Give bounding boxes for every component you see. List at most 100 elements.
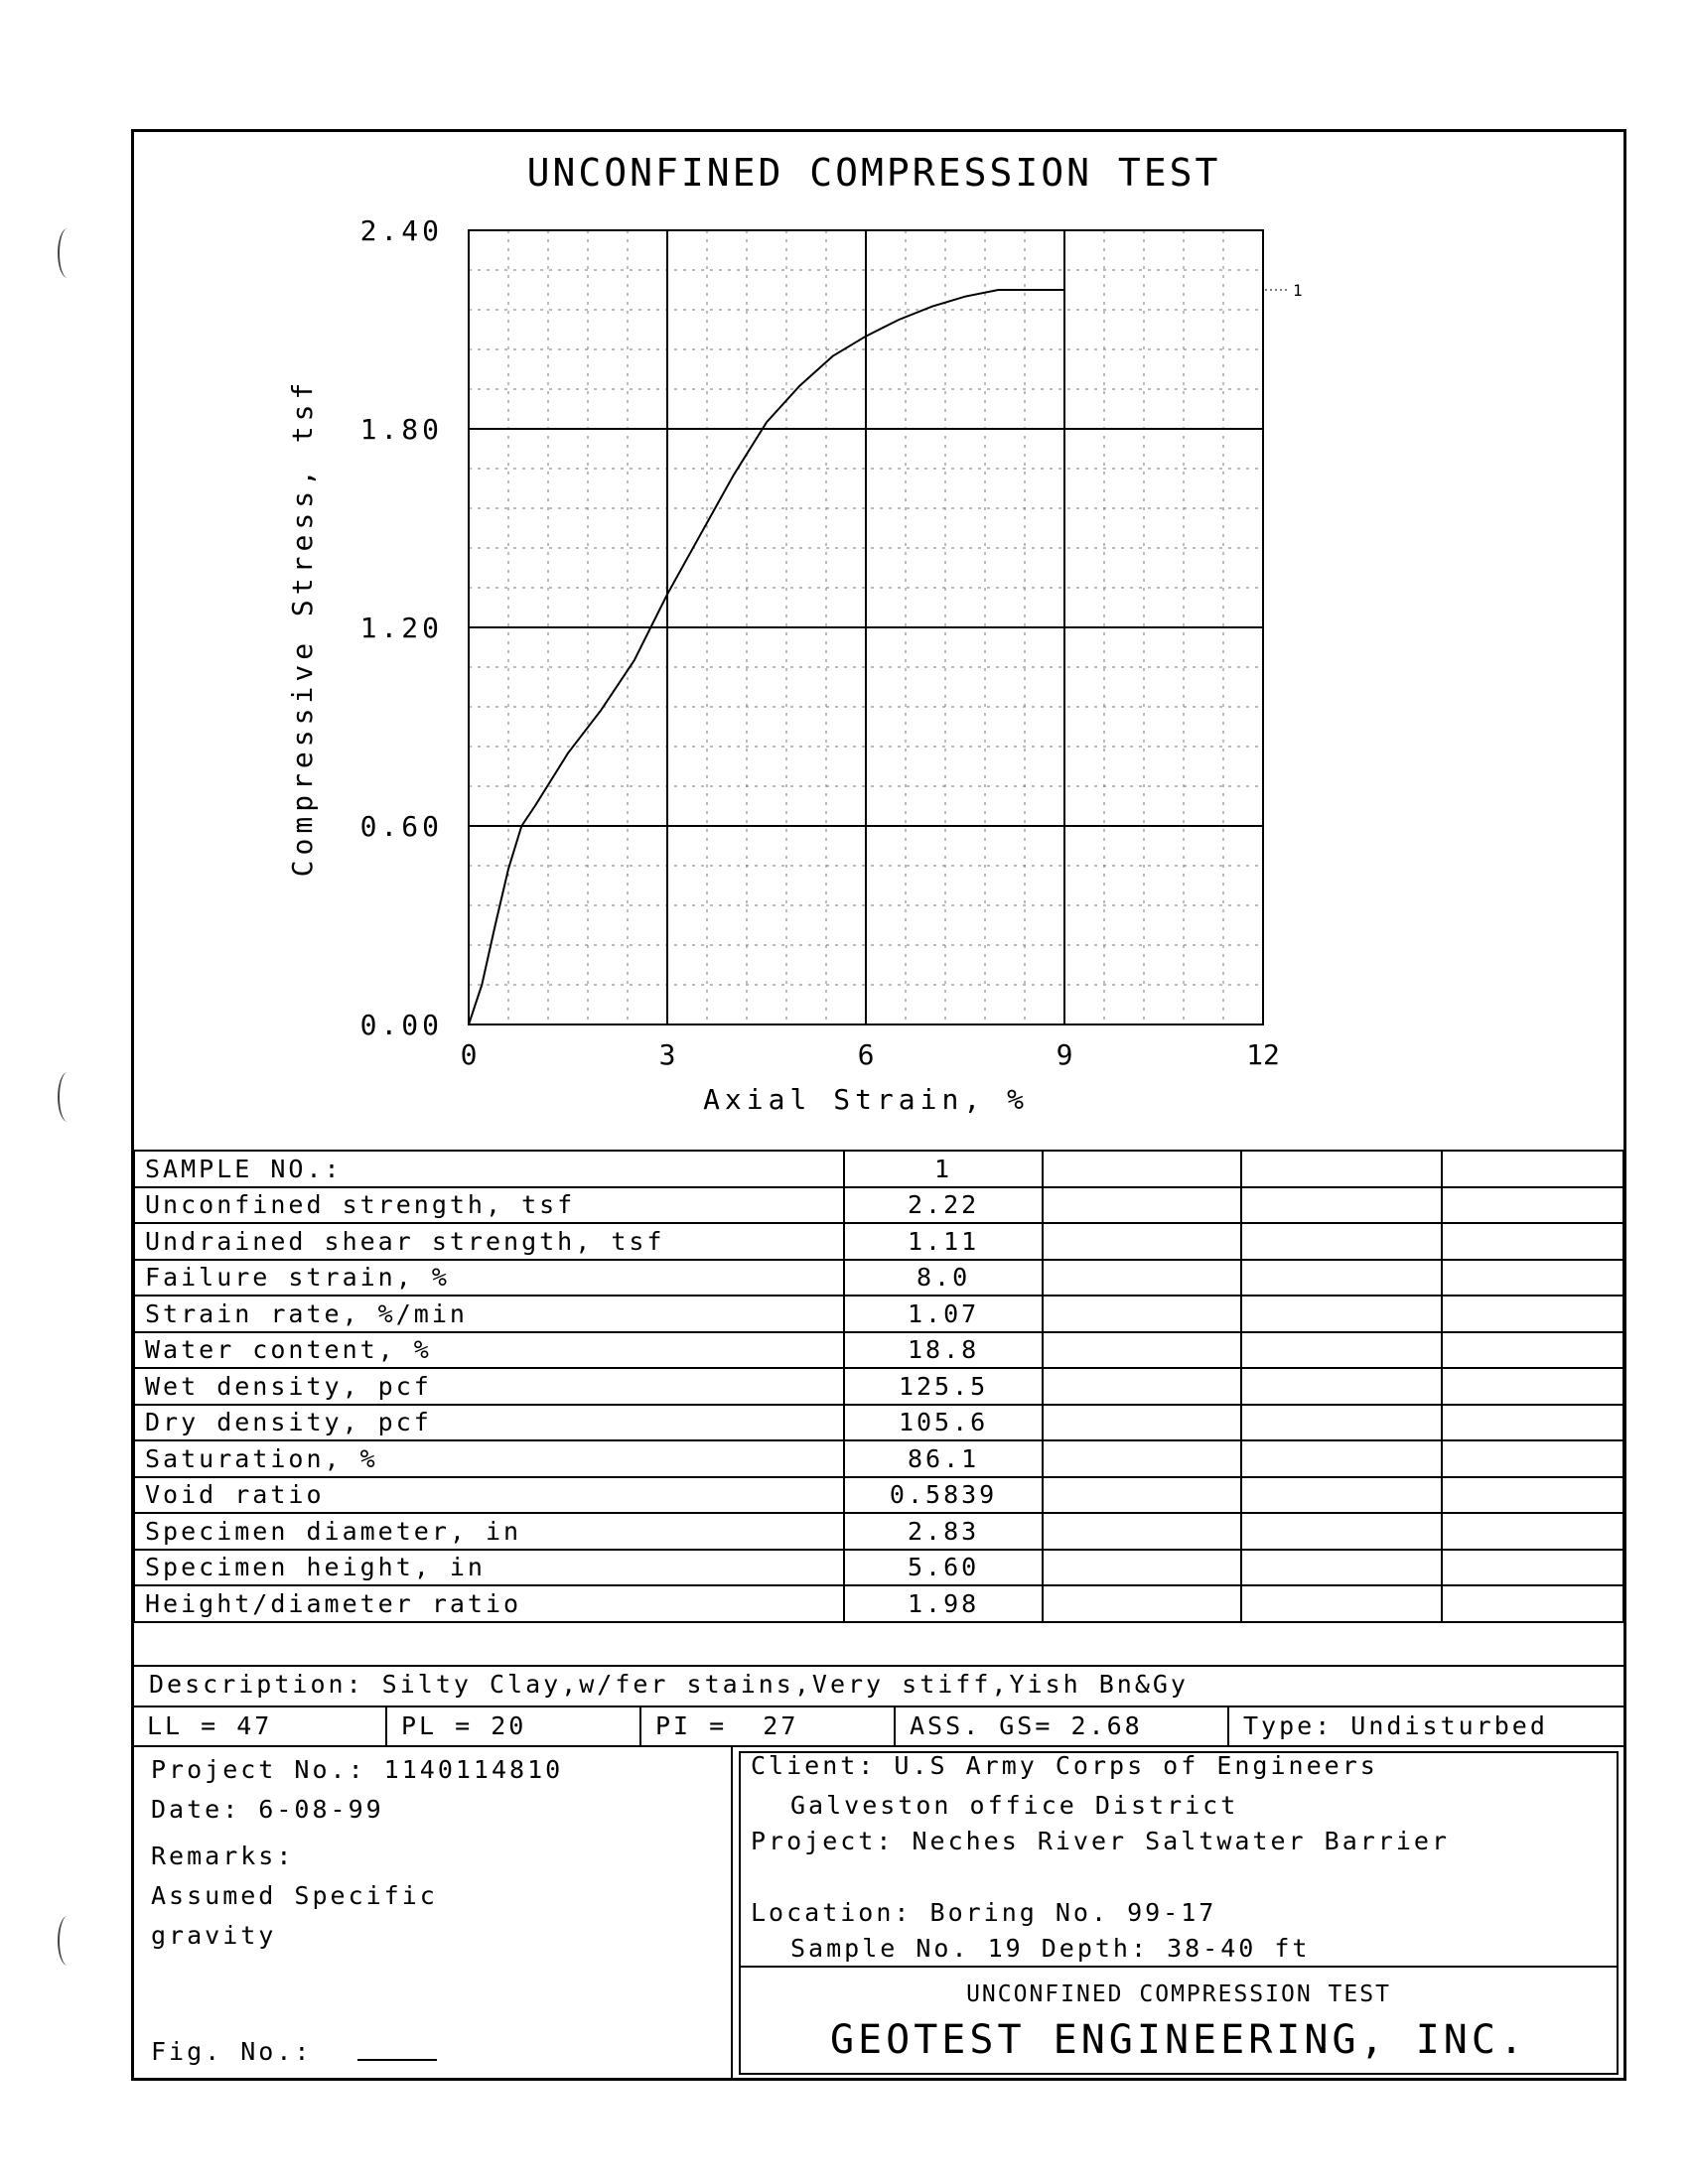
property-value: 1.11 bbox=[843, 1222, 1045, 1261]
x-tick-label: 6 bbox=[858, 1038, 875, 1071]
divider-vertical bbox=[731, 1747, 733, 2079]
minor-grid bbox=[469, 230, 1263, 1024]
empty-cell bbox=[1239, 1367, 1444, 1406]
y-axis-label: Compressive Stress, tsf bbox=[286, 378, 319, 878]
punch-hole-middle bbox=[58, 1072, 77, 1122]
report-frame bbox=[131, 129, 1626, 2081]
description: Description: Silty Clay,w/fer stains,Ver… bbox=[149, 1670, 1189, 1699]
table-row: Specimen diameter, in 2.83 bbox=[132, 1512, 1624, 1551]
punch-hole-bottom bbox=[58, 1916, 77, 1966]
y-tick-labels: 0.00 0.60 1.20 1.80 2.40 bbox=[360, 214, 443, 1041]
empty-cell bbox=[1239, 1403, 1444, 1441]
x-tick-label: 12 bbox=[1246, 1038, 1280, 1071]
table-row: Wet density, pcf 125.5 bbox=[132, 1367, 1624, 1406]
empty-cell bbox=[1239, 1258, 1444, 1297]
major-grid bbox=[469, 230, 1263, 1024]
empty-cell bbox=[1441, 1222, 1624, 1261]
property-value: 1.98 bbox=[843, 1584, 1045, 1623]
series-group: 1 bbox=[468, 281, 1303, 1025]
empty-cell bbox=[1239, 1584, 1444, 1623]
property-label: Saturation, % bbox=[132, 1439, 846, 1478]
limits-row: LL = 47 PL = 20 PI = 27 ASS. GS= 2.68 Ty… bbox=[133, 1707, 1624, 1745]
empty-cell bbox=[1239, 1185, 1444, 1224]
property-label: Undrained shear strength, tsf bbox=[132, 1222, 846, 1261]
property-label: Dry density, pcf bbox=[132, 1403, 846, 1441]
stress-strain-chart: UNCONFINED COMPRESSION TEST 0.00 0.60 1.20… bbox=[286, 151, 1303, 1116]
empty-cell bbox=[1042, 1222, 1242, 1261]
property-value: 5.60 bbox=[843, 1548, 1045, 1586]
empty-cell bbox=[1042, 1439, 1242, 1478]
client: Client: U.S Army Corps of Engineers bbox=[751, 1751, 1378, 1780]
plot-area-border bbox=[468, 229, 1264, 1025]
y-tick-label: 1.80 bbox=[360, 413, 443, 446]
gs-cell: ASS. GS= 2.68 bbox=[896, 1707, 1229, 1745]
empty-cell bbox=[1239, 1330, 1444, 1369]
divider bbox=[133, 1745, 1624, 1747]
punch-hole-top bbox=[58, 228, 77, 278]
empty-cell bbox=[1239, 1548, 1444, 1586]
property-value: 8.0 bbox=[843, 1258, 1045, 1297]
property-label: Specimen diameter, in bbox=[132, 1512, 846, 1551]
empty-cell bbox=[1441, 1367, 1624, 1406]
empty-cell bbox=[1042, 1512, 1242, 1551]
divider bbox=[133, 1665, 1624, 1667]
empty-cell bbox=[1042, 1330, 1242, 1369]
property-label: Wet density, pcf bbox=[132, 1367, 846, 1406]
x-tick-label: 0 bbox=[461, 1038, 478, 1071]
empty-cell bbox=[1042, 1548, 1242, 1586]
table-row: Height/diameter ratio 1.98 bbox=[132, 1584, 1624, 1623]
empty-cell bbox=[1042, 1295, 1242, 1333]
date: Date: 6-08-99 bbox=[151, 1795, 384, 1824]
series-label: 1 bbox=[1293, 281, 1303, 300]
x-tick-label: 9 bbox=[1057, 1038, 1073, 1071]
empty-cell bbox=[1441, 1258, 1624, 1297]
remarks-label: Remarks: bbox=[151, 1842, 295, 1870]
property-value: 1.07 bbox=[843, 1295, 1045, 1333]
property-label: Specimen height, in bbox=[132, 1548, 846, 1586]
empty-cell bbox=[1239, 1512, 1444, 1551]
empty-cell bbox=[1042, 1403, 1242, 1441]
property-label: Void ratio bbox=[132, 1475, 846, 1514]
x-tick-labels: 0 3 6 9 12 bbox=[461, 1038, 1280, 1071]
client-box bbox=[739, 1751, 1619, 2075]
table-row: Void ratio 0.5839 bbox=[132, 1475, 1624, 1514]
empty-cell bbox=[1042, 1367, 1242, 1406]
table-row: Failure strain, % 8.0 bbox=[132, 1258, 1624, 1297]
company-name: GEOTEST ENGINEERING, INC. bbox=[829, 2017, 1528, 2063]
table-row: Dry density, pcf 105.6 bbox=[132, 1403, 1624, 1441]
client-office: Galveston office District bbox=[790, 1791, 1239, 1820]
property-label: Height/diameter ratio bbox=[132, 1584, 846, 1623]
empty-cell bbox=[1441, 1584, 1624, 1623]
property-value: 86.1 bbox=[843, 1439, 1045, 1478]
pi-cell: PI = 27 bbox=[641, 1707, 896, 1745]
empty-cell bbox=[1239, 1475, 1444, 1514]
fig-no-blank bbox=[357, 2059, 437, 2061]
property-value: 2.83 bbox=[843, 1512, 1045, 1551]
pl-cell: PL = 20 bbox=[387, 1707, 641, 1745]
property-label: Failure strain, % bbox=[132, 1258, 846, 1297]
type-cell: Type: Undisturbed bbox=[1243, 1711, 1548, 1740]
empty-cell bbox=[1239, 1222, 1444, 1261]
table-row: Specimen height, in 5.60 bbox=[132, 1548, 1624, 1586]
property-value: 105.6 bbox=[843, 1403, 1045, 1441]
ll-cell: LL = 47 bbox=[133, 1707, 387, 1745]
remark-line-1: Assumed Specific bbox=[151, 1881, 438, 1910]
table-row: Undrained shear strength, tsf 1.11 bbox=[132, 1222, 1624, 1261]
empty-cell bbox=[1239, 1439, 1444, 1478]
empty-cell bbox=[1441, 1330, 1624, 1369]
y-tick-label: 1.20 bbox=[360, 612, 443, 644]
table-row: Water content, % 18.8 bbox=[132, 1330, 1624, 1369]
y-tick-label: 0.60 bbox=[360, 810, 443, 843]
property-value: 18.8 bbox=[843, 1330, 1045, 1369]
y-tick-label: 2.40 bbox=[360, 214, 443, 247]
property-value: 0.5839 bbox=[843, 1475, 1045, 1514]
x-axis-label: Axial Strain, % bbox=[703, 1083, 1029, 1116]
empty-cell bbox=[1441, 1439, 1624, 1478]
table-row: Unconfined strength, tsf 2.22 bbox=[132, 1185, 1624, 1224]
properties-table: SAMPLE NO.: 1 Unconfined strength, tsf 2.… bbox=[132, 1150, 1624, 1623]
chart-title: UNCONFINED COMPRESSION TEST bbox=[527, 151, 1221, 195]
property-value: 2.22 bbox=[843, 1185, 1045, 1224]
divider bbox=[739, 1966, 1619, 1968]
property-value: 125.5 bbox=[843, 1367, 1045, 1406]
property-label: Unconfined strength, tsf bbox=[132, 1185, 846, 1224]
